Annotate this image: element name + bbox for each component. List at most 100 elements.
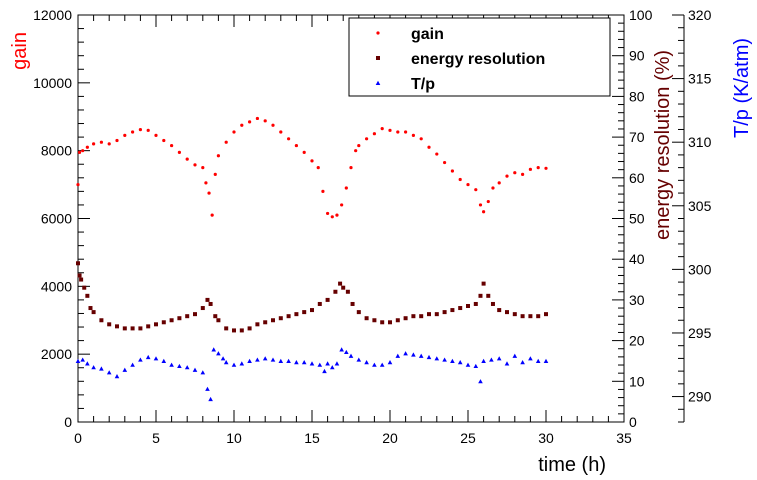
data-point: [224, 326, 229, 331]
data-point: [481, 281, 486, 286]
data-point: [521, 172, 525, 177]
left-axis-label: gain: [9, 32, 31, 70]
data-point: [458, 306, 463, 311]
data-point: [317, 301, 322, 306]
data-point: [403, 316, 408, 321]
data-point: [340, 203, 344, 207]
data-point: [106, 370, 112, 375]
data-point: [107, 322, 112, 327]
data-point: [478, 379, 483, 384]
data-point: [75, 358, 81, 363]
data-point: [76, 261, 80, 266]
data-point: [223, 360, 229, 365]
data-point: [115, 324, 119, 329]
data-point: [466, 304, 470, 309]
data-point: [123, 133, 127, 138]
data-point: [411, 352, 416, 357]
data-point: [543, 358, 549, 363]
data-point: [287, 137, 291, 141]
data-point: [450, 169, 454, 173]
data-point: [317, 362, 323, 367]
legend-label-energy-resolution: energy resolution: [411, 51, 545, 68]
data-point: [200, 370, 206, 375]
legend-marker-t-p: [375, 80, 381, 85]
t-over-p-tick-label: 290: [688, 389, 712, 405]
data-point: [130, 362, 135, 367]
data-point: [169, 362, 174, 367]
energy-resolution-tick-label: 100: [629, 7, 653, 23]
data-point: [419, 314, 424, 319]
data-point: [80, 357, 85, 362]
t-over-p-tick-label: 305: [688, 198, 712, 214]
data-point: [279, 130, 283, 134]
t-over-p-tick-label: 310: [688, 134, 712, 150]
data-point: [395, 353, 401, 358]
data-point: [239, 361, 245, 366]
data-point: [520, 314, 525, 319]
data-point: [248, 120, 252, 124]
data-point: [322, 368, 327, 374]
data-point: [334, 361, 340, 366]
data-point: [240, 123, 244, 127]
x-tick-label: 30: [538, 430, 554, 446]
data-point: [426, 354, 432, 360]
data-point: [474, 188, 478, 192]
x-tick-label: 35: [616, 430, 632, 446]
data-point: [255, 322, 260, 327]
data-point: [216, 318, 221, 323]
data-point: [247, 358, 252, 363]
gain-tick-label: 0: [64, 414, 72, 430]
data-point: [286, 314, 291, 319]
data-point: [528, 356, 533, 361]
data-point: [427, 145, 431, 149]
data-point: [388, 320, 392, 325]
data-point: [153, 356, 159, 361]
x-tick-label: 5: [152, 430, 160, 446]
data-point: [457, 360, 463, 365]
data-point: [270, 357, 276, 362]
data-point: [372, 362, 377, 367]
legend: gain energy resolution T/p: [348, 17, 611, 97]
data-point: [107, 142, 111, 146]
legend-label-t-p: T/p: [411, 76, 435, 93]
data-point: [372, 318, 377, 323]
data-point: [138, 357, 143, 362]
data-point: [309, 361, 315, 366]
data-point: [316, 166, 320, 170]
data-point: [286, 358, 291, 363]
data-point: [177, 316, 182, 321]
energy-resolution-tick-label: 50: [629, 211, 645, 227]
data-point: [193, 163, 197, 167]
data-point: [79, 277, 84, 282]
data-point: [435, 152, 439, 156]
data-point: [458, 177, 462, 182]
energy-resolution-tick-label: 60: [629, 170, 645, 186]
data-point: [208, 396, 213, 402]
data-point: [231, 362, 237, 367]
data-point: [544, 166, 548, 170]
series-t-p: [75, 347, 549, 402]
data-point: [372, 132, 376, 136]
data-point: [184, 365, 190, 370]
legend-marker-energy-resolution: [376, 56, 380, 60]
data-point: [81, 149, 85, 153]
gain-tick-label: 12000: [33, 7, 72, 23]
data-points: [75, 116, 549, 402]
data-point: [329, 365, 335, 370]
legend-marker-gain: [376, 31, 380, 35]
data-point: [302, 150, 306, 154]
data-point: [434, 356, 440, 361]
energy-resolution-tick-label: 0: [629, 414, 637, 430]
energy-resolution-tick-label: 40: [629, 251, 645, 267]
data-point: [536, 166, 540, 170]
x-tick-label: 20: [382, 430, 398, 446]
data-point: [357, 143, 361, 148]
data-point: [512, 353, 518, 358]
data-point: [395, 318, 400, 323]
x-tick-label: 10: [226, 430, 242, 446]
data-point: [496, 356, 502, 361]
data-point: [115, 138, 119, 143]
data-point: [201, 166, 205, 170]
data-point: [388, 128, 392, 132]
